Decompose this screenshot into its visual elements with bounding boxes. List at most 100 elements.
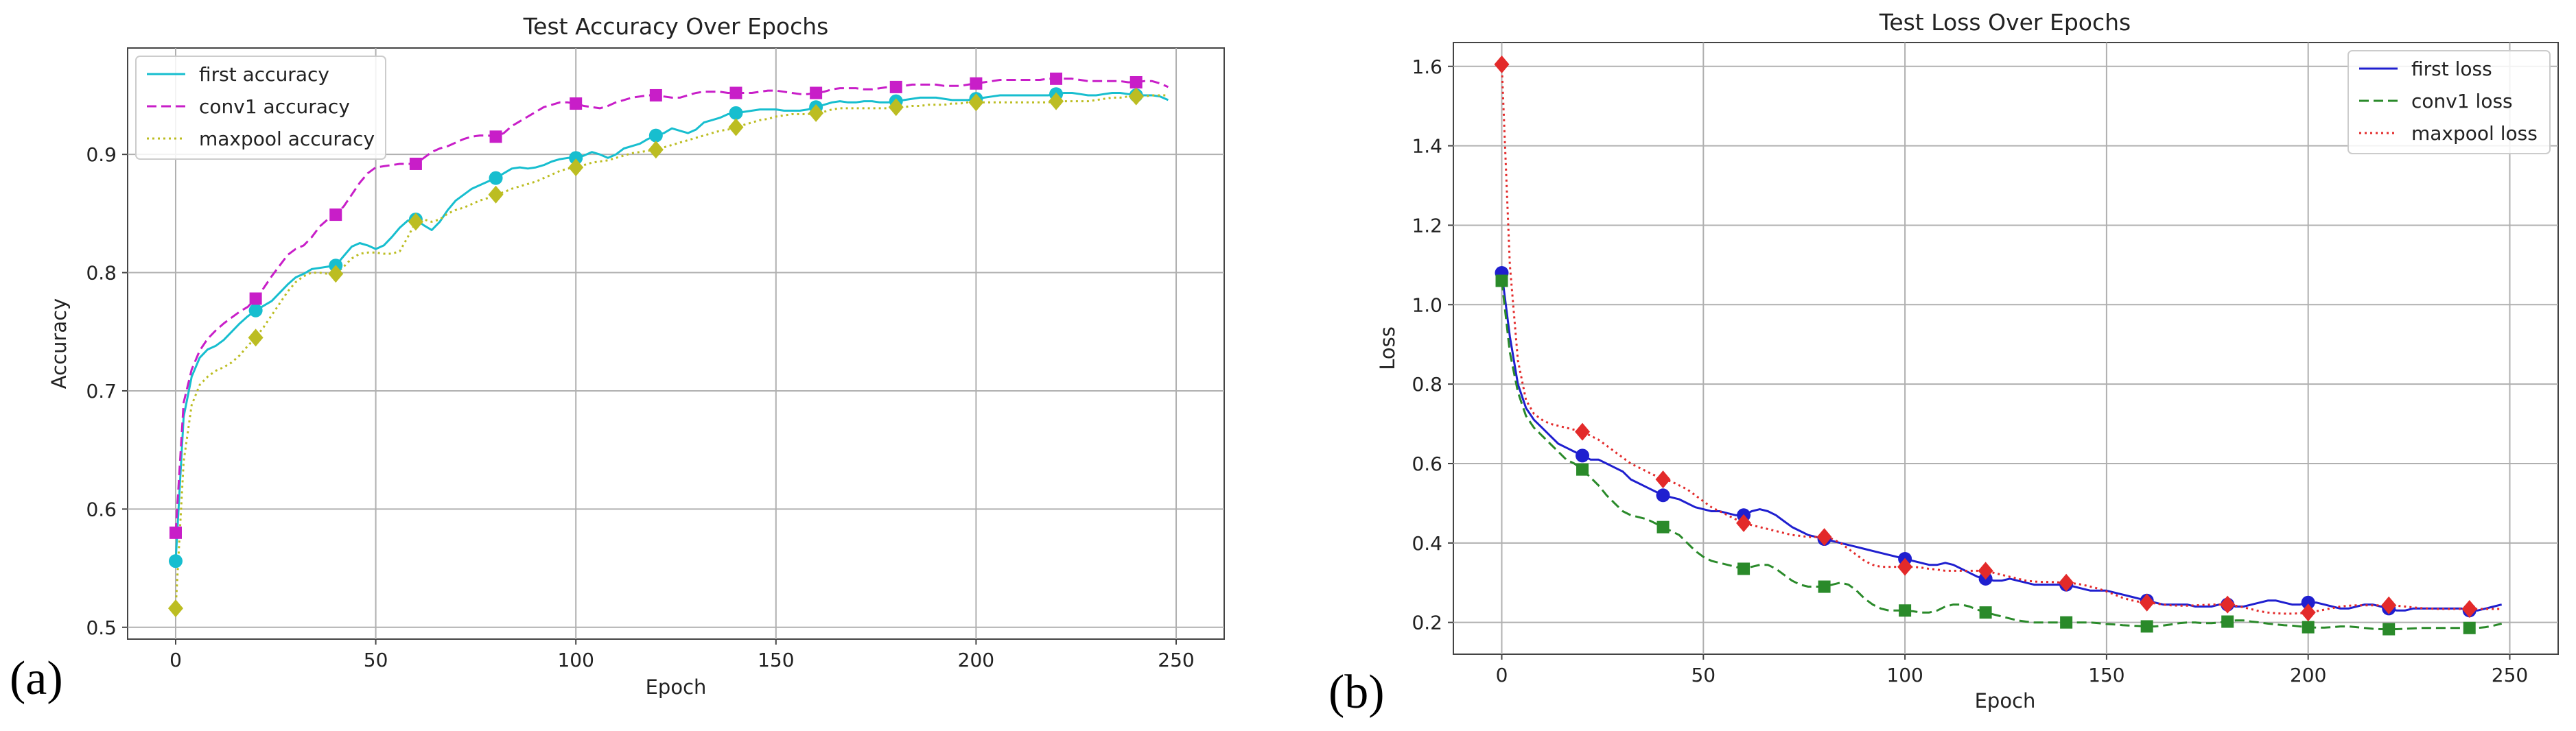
y-tick-label: 0.4 <box>1412 532 1442 555</box>
data-point-conv1-loss <box>1495 274 1508 287</box>
series-line-first-accuracy <box>174 92 1169 562</box>
data-point-first-loss <box>1656 488 1670 503</box>
panel-label-a: (a) <box>10 652 63 705</box>
x-tick-label: 100 <box>1886 664 1923 686</box>
chart-title: Test Accuracy Over Epochs <box>523 13 829 40</box>
legend-label: maxpool loss <box>2411 122 2538 145</box>
y-tick-label: 0.8 <box>86 262 117 285</box>
x-tick-label: 200 <box>2290 664 2326 686</box>
grid <box>1453 43 2558 654</box>
data-point-conv1-loss <box>1576 463 1589 476</box>
data-point-conv1-loss <box>1979 606 1992 619</box>
x-tick-label: 50 <box>1691 664 1716 686</box>
y-tick-label: 1.0 <box>1412 293 1442 316</box>
x-tick-label: 250 <box>2492 664 2528 686</box>
x-tick-label: 0 <box>169 649 182 671</box>
data-point-maxpool-accuracy <box>328 265 344 283</box>
data-point-first-loss <box>2301 595 2315 610</box>
data-point-conv1-accuracy <box>570 97 583 110</box>
ticks: 0 50 100 150 200 250 0.5 0.6 0.7 0.8 0.9 <box>86 143 1194 671</box>
data-point-maxpool-accuracy <box>408 213 423 231</box>
data-point-maxpool-loss <box>2220 595 2236 614</box>
x-tick-label: 250 <box>1158 649 1194 671</box>
x-axis-label: Epoch <box>646 675 707 699</box>
y-tick-label: 0.8 <box>1412 373 1442 396</box>
ticks: 0 50 100 150 200 250 0.2 0.4 0.6 0.8 1.0 1.2 1.4 1.6 <box>1412 56 2528 686</box>
loss-chart: Test Loss Over Epochs 0 50 100 150 200 250 0.2… <box>1328 9 2559 719</box>
panel-label-b: (b) <box>1328 666 1385 719</box>
data-point-conv1-accuracy <box>409 157 422 170</box>
data-point-conv1-loss <box>2302 621 2315 634</box>
data-point-maxpool-accuracy <box>568 158 584 177</box>
data-point-conv1-accuracy <box>489 130 502 143</box>
y-tick-label: 0.6 <box>1412 453 1442 475</box>
data-point-maxpool-accuracy <box>648 141 664 159</box>
data-point-first-accuracy <box>489 171 503 185</box>
y-axis-label: Loss <box>1376 326 1399 370</box>
y-tick-label: 1.2 <box>1412 214 1442 237</box>
x-tick-label: 150 <box>758 649 794 671</box>
data-point-conv1-accuracy <box>169 526 182 539</box>
data-point-maxpool-accuracy <box>1049 92 1064 110</box>
legend-label: first accuracy <box>199 63 329 86</box>
data-point-maxpool-loss <box>2139 593 2155 612</box>
data-point-conv1-accuracy <box>249 292 262 305</box>
data-point-maxpool-loss <box>2300 603 2316 622</box>
y-tick-label: 0.2 <box>1412 612 1442 634</box>
data-point-maxpool-accuracy <box>488 185 504 204</box>
series-markers <box>167 72 1144 618</box>
data-point-conv1-accuracy <box>810 86 823 99</box>
data-point-maxpool-accuracy <box>968 93 984 112</box>
data-point-conv1-accuracy <box>889 80 902 93</box>
data-point-conv1-accuracy <box>729 86 742 99</box>
data-point-maxpool-loss <box>1897 558 1913 576</box>
data-point-conv1-accuracy <box>649 88 662 101</box>
accuracy-chart: Test Accuracy Over Epochs 0 50 100 150 200 25… <box>10 13 1225 705</box>
data-point-maxpool-loss <box>1978 562 1993 580</box>
y-tick-label: 0.9 <box>86 143 117 166</box>
data-point-maxpool-loss <box>1736 514 1752 532</box>
data-point-maxpool-accuracy <box>248 328 264 347</box>
data-point-conv1-loss <box>2221 615 2234 628</box>
legend-label: maxpool accuracy <box>199 128 375 150</box>
legend: first loss conv1 loss maxpool loss <box>2347 50 2551 154</box>
x-axis-label: Epoch <box>1975 689 2036 712</box>
data-point-first-accuracy <box>729 106 743 120</box>
data-point-maxpool-loss <box>1655 470 1671 489</box>
data-point-conv1-accuracy <box>970 77 983 90</box>
data-point-maxpool-loss <box>2381 596 2397 614</box>
x-tick-label: 150 <box>2088 664 2124 686</box>
data-point-maxpool-accuracy <box>1128 87 1144 106</box>
y-axis-label: Accuracy <box>47 298 71 389</box>
series-line-conv1-accuracy <box>174 77 1169 533</box>
data-point-conv1-loss <box>2382 623 2396 636</box>
legend-label: conv1 loss <box>2411 90 2513 112</box>
legend-label: first loss <box>2411 58 2492 80</box>
legend-box <box>2347 50 2551 154</box>
x-tick-label: 100 <box>557 649 594 671</box>
data-point-conv1-loss <box>2463 621 2476 634</box>
data-point-maxpool-accuracy <box>728 118 744 136</box>
series-markers <box>1494 55 2477 636</box>
x-tick-label: 200 <box>958 649 994 671</box>
chart-title: Test Loss Over Epochs <box>1879 9 2131 36</box>
y-tick-label: 1.4 <box>1412 135 1442 158</box>
legend-label: conv1 accuracy <box>199 95 350 118</box>
data-point-maxpool-accuracy <box>888 98 904 117</box>
data-point-conv1-loss <box>1818 580 1831 593</box>
data-point-conv1-loss <box>1899 604 1912 617</box>
y-tick-label: 0.5 <box>86 616 117 639</box>
data-point-maxpool-loss <box>1816 528 1832 547</box>
data-point-first-accuracy <box>168 554 183 568</box>
x-tick-label: 50 <box>364 649 388 671</box>
data-point-conv1-accuracy <box>329 208 342 221</box>
y-tick-label: 0.7 <box>86 380 117 403</box>
legend-box <box>135 56 386 160</box>
data-point-conv1-loss <box>2060 616 2073 629</box>
data-point-conv1-accuracy <box>1129 75 1143 88</box>
data-point-conv1-loss <box>2140 620 2153 633</box>
data-point-conv1-loss <box>1737 562 1750 575</box>
data-point-maxpool-loss <box>1494 55 1510 73</box>
data-point-maxpool-loss <box>2059 573 2074 592</box>
